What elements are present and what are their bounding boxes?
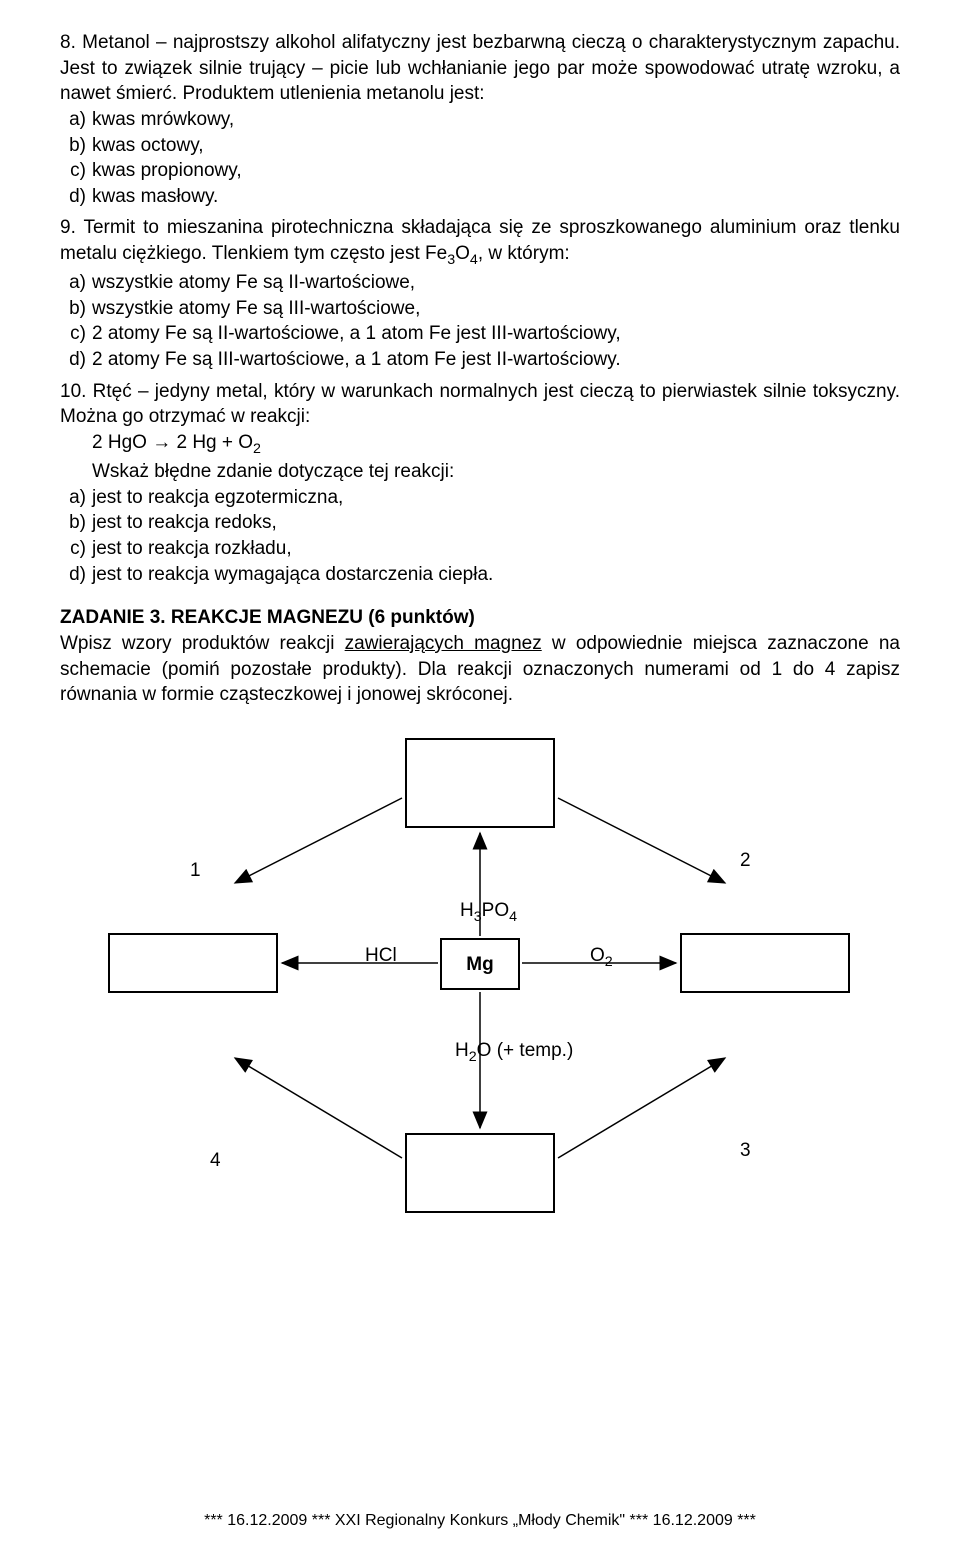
q8-text: 8. Metanol – najprostszy alkohol alifaty… xyxy=(60,30,900,107)
instruction-underline: zawierających magnez xyxy=(345,633,542,654)
q9-option-b: b)wszystkie atomy Fe są III-wartościowe, xyxy=(60,296,900,322)
instruction-pre: Wpisz wzory produktów reakcji xyxy=(60,633,345,654)
h3po4-po: PO xyxy=(482,900,509,921)
q10-option-c: c)jest to reakcja rozkładu, xyxy=(60,536,900,562)
q8-option-c: c)kwas propionowy, xyxy=(60,158,900,184)
option-text: jest to reakcja rozkładu, xyxy=(92,536,900,562)
q9-options: a)wszystkie atomy Fe są II-wartościowe, … xyxy=(60,270,900,373)
option-letter: d) xyxy=(60,562,92,588)
diagram-label-3: 3 xyxy=(740,1138,751,1164)
option-letter: b) xyxy=(60,296,92,322)
q9-sub2: 4 xyxy=(470,252,478,268)
option-text: 2 atomy Fe są II-wartościowe, a 1 atom F… xyxy=(92,321,900,347)
box-center: Mg xyxy=(440,938,520,990)
q10-option-b: b)jest to reakcja redoks, xyxy=(60,510,900,536)
q9-sub1: 3 xyxy=(447,252,455,268)
option-text: kwas mrówkowy, xyxy=(92,107,900,133)
question-10: 10. Rtęć – jedyny metal, który w warunka… xyxy=(60,379,900,588)
q8-number: 8. xyxy=(60,32,76,53)
option-letter: d) xyxy=(60,184,92,210)
task3-instruction: Wpisz wzory produktów reakcji zawierając… xyxy=(60,631,900,708)
option-text: kwas masłowy. xyxy=(92,184,900,210)
reaction-pre: 2 HgO → 2 Hg + O xyxy=(92,432,253,453)
q9-mid: O xyxy=(455,243,470,264)
q10-pre: Rtęć – jedyny metal, który w warunkach n… xyxy=(60,381,900,428)
option-letter: c) xyxy=(60,321,92,347)
q9-option-a: a)wszystkie atomy Fe są II-wartościowe, xyxy=(60,270,900,296)
question-9: 9. Termit to mieszanina pirotechniczna s… xyxy=(60,215,900,372)
q9-text: 9. Termit to mieszanina pirotechniczna s… xyxy=(60,215,900,270)
h2o-h: H xyxy=(455,1040,469,1061)
option-text: 2 atomy Fe są III-wartościowe, a 1 atom … xyxy=(92,347,900,373)
box-bottom xyxy=(405,1133,555,1213)
option-letter: c) xyxy=(60,158,92,184)
option-text: jest to reakcja egzotermiczna, xyxy=(92,485,900,511)
option-letter: d) xyxy=(60,347,92,373)
q9-option-c: c)2 atomy Fe są II-wartościowe, a 1 atom… xyxy=(60,321,900,347)
reaction-diagram: Mg 1 2 3 4 H3PO4 HCl O2 H2O (+ temp.) xyxy=(60,738,900,1288)
box-left xyxy=(108,933,278,993)
o2-pre: O xyxy=(590,945,605,966)
diagram-label-hcl: HCl xyxy=(365,943,397,969)
h3po4-3: 3 xyxy=(474,909,482,925)
diagram-label-h2o: H2O (+ temp.) xyxy=(455,1038,573,1067)
option-text: kwas octowy, xyxy=(92,133,900,159)
h2o-2: 2 xyxy=(469,1049,477,1065)
q8-option-d: d)kwas masłowy. xyxy=(60,184,900,210)
h2o-post: O (+ temp.) xyxy=(477,1040,574,1061)
q9-post: , w którym: xyxy=(478,243,570,264)
option-text: jest to reakcja wymagająca dostarczenia … xyxy=(92,562,900,588)
h3po4-4: 4 xyxy=(509,909,517,925)
q8-option-a: a)kwas mrówkowy, xyxy=(60,107,900,133)
diagram-label-4: 4 xyxy=(210,1148,221,1174)
q10-instruction: Wskaż błędne zdanie dotyczące tej reakcj… xyxy=(60,459,900,485)
reaction-sub: 2 xyxy=(253,441,261,457)
q10-option-d: d)jest to reakcja wymagająca dostarczeni… xyxy=(60,562,900,588)
q9-number: 9. xyxy=(60,217,76,238)
diagram-label-h3po4: H3PO4 xyxy=(460,898,517,927)
option-text: wszystkie atomy Fe są II-wartościowe, xyxy=(92,270,900,296)
box-top xyxy=(405,738,555,828)
question-8: 8. Metanol – najprostszy alkohol alifaty… xyxy=(60,30,900,209)
option-text: kwas propionowy, xyxy=(92,158,900,184)
q9-option-d: d)2 atomy Fe są III-wartościowe, a 1 ato… xyxy=(60,347,900,373)
option-letter: b) xyxy=(60,133,92,159)
option-letter: a) xyxy=(60,485,92,511)
q10-options: a)jest to reakcja egzotermiczna, b)jest … xyxy=(60,485,900,588)
q8-body: Metanol – najprostszy alkohol alifatyczn… xyxy=(60,32,900,104)
option-text: wszystkie atomy Fe są III-wartościowe, xyxy=(92,296,900,322)
o2-sub: 2 xyxy=(605,954,613,970)
h3po4-h: H xyxy=(460,900,474,921)
q10-option-a: a)jest to reakcja egzotermiczna, xyxy=(60,485,900,511)
task3-heading: ZADANIE 3. REAKCJE MAGNEZU (6 punktów) xyxy=(60,605,900,631)
q10-reaction: 2 HgO → 2 Hg + O2 xyxy=(60,430,900,459)
diagram-label-2: 2 xyxy=(740,848,751,874)
document-content: 8. Metanol – najprostszy alkohol alifaty… xyxy=(60,30,900,1288)
option-letter: b) xyxy=(60,510,92,536)
q8-options: a)kwas mrówkowy, b)kwas octowy, c)kwas p… xyxy=(60,107,900,210)
q10-text: 10. Rtęć – jedyny metal, który w warunka… xyxy=(60,379,900,430)
q8-option-b: b)kwas octowy, xyxy=(60,133,900,159)
option-letter: a) xyxy=(60,270,92,296)
page-footer: *** 16.12.2009 *** XXI Regionalny Konkur… xyxy=(0,1512,960,1530)
option-text: jest to reakcja redoks, xyxy=(92,510,900,536)
option-letter: c) xyxy=(60,536,92,562)
q10-number: 10. xyxy=(60,381,86,402)
diagram-label-1: 1 xyxy=(190,858,201,884)
diagram-label-o2: O2 xyxy=(590,943,613,972)
option-letter: a) xyxy=(60,107,92,133)
box-right xyxy=(680,933,850,993)
